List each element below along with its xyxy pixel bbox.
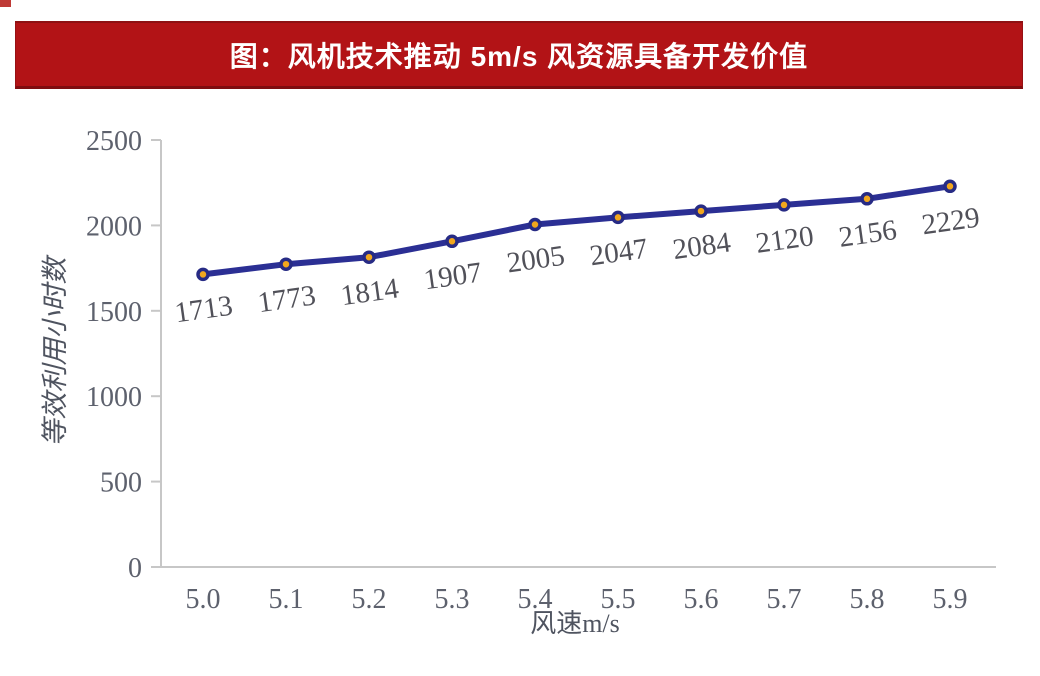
x-tick-label: 5.9 — [933, 584, 968, 615]
y-tick-label: 1500 — [86, 297, 142, 328]
y-tick-label: 1000 — [86, 382, 142, 413]
data-point-label: 2047 — [588, 233, 650, 273]
data-point-marker — [860, 192, 874, 206]
y-axis-title: 等效利用小时数 — [40, 255, 70, 447]
x-tick-label: 5.5 — [601, 584, 636, 615]
data-point-marker — [611, 210, 625, 225]
data-point-marker — [279, 257, 293, 271]
x-tick-label: 5.1 — [269, 584, 304, 615]
data-point-label: 2229 — [920, 202, 982, 242]
data-point-marker — [445, 234, 459, 249]
x-tick-label: 5.3 — [435, 584, 470, 615]
x-tick-label: 5.4 — [518, 584, 553, 615]
data-point-label: 1773 — [256, 279, 318, 319]
x-tick-label: 5.0 — [186, 584, 221, 615]
data-point-marker — [777, 198, 791, 212]
x-tick-label: 5.8 — [850, 584, 885, 615]
y-tick-label: 0 — [128, 553, 142, 584]
data-point-label: 2084 — [671, 226, 733, 266]
chart-title-banner: 图：风机技术推动 5m/s 风资源具备开发价值 — [15, 21, 1023, 89]
data-point-label: 1713 — [173, 290, 235, 330]
data-point-label: 2156 — [837, 214, 899, 254]
data-point-label: 2120 — [754, 220, 816, 260]
x-axis-title: 风速m/s — [530, 609, 620, 638]
y-tick-label: 500 — [100, 468, 142, 499]
series-line — [200, 183, 953, 278]
y-tick-label: 2500 — [86, 126, 142, 157]
chart-title: 图：风机技术推动 5m/s 风资源具备开发价值 — [229, 40, 809, 72]
data-point-marker — [694, 204, 708, 218]
data-point-label: 2005 — [505, 240, 567, 280]
data-point-label: 1907 — [422, 257, 484, 297]
x-tick-label: 5.7 — [767, 584, 802, 615]
data-point-marker — [528, 217, 542, 232]
x-tick-label: 5.6 — [684, 584, 719, 615]
data-point-marker — [943, 179, 957, 194]
data-point-marker — [196, 267, 210, 282]
data-point-marker — [362, 250, 376, 264]
y-tick-label: 2000 — [86, 211, 142, 242]
data-point-label: 1814 — [339, 272, 401, 312]
corner-artifact — [0, 0, 11, 7]
x-tick-label: 5.2 — [352, 584, 387, 615]
